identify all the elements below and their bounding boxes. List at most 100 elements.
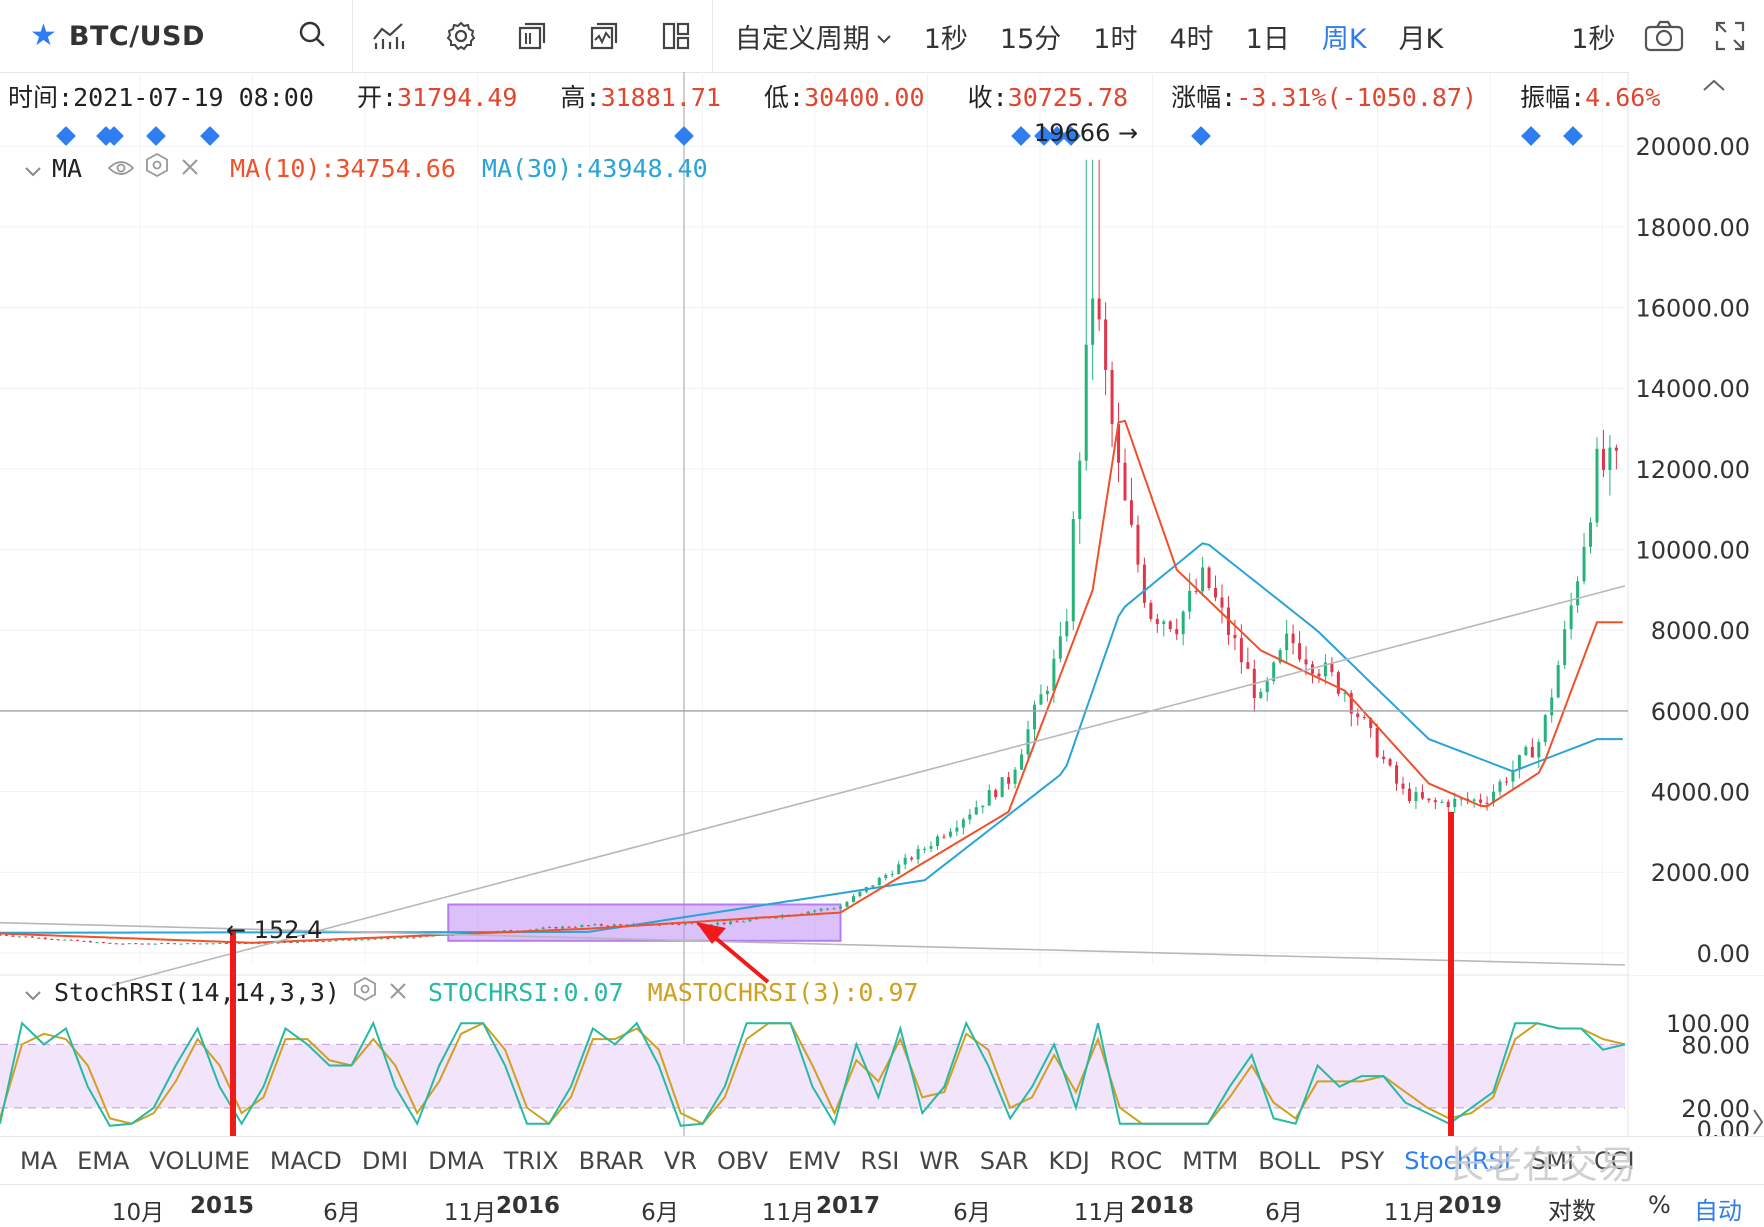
collapse-icon[interactable] [24, 154, 42, 183]
indicator-tab-ma[interactable]: MA [20, 1147, 58, 1175]
indicator-tab-roc[interactable]: ROC [1109, 1147, 1163, 1175]
indicator-tab-trix[interactable]: TRIX [503, 1147, 559, 1175]
indicator-tab-smi[interactable]: SMI [1531, 1147, 1575, 1175]
candle-body [606, 925, 610, 927]
candle-body [961, 819, 965, 828]
layout-icon[interactable] [640, 0, 712, 72]
date-tick-month: 11月 [443, 1200, 497, 1226]
candle-body [1343, 693, 1347, 695]
candle-body [548, 927, 552, 929]
star-icon[interactable]: ★ [30, 18, 57, 53]
candle-body [974, 807, 978, 815]
custom-period-dropdown[interactable]: 自定义周期 [713, 0, 908, 72]
candle-body [192, 943, 196, 945]
period-15m[interactable]: 15分 [999, 23, 1062, 55]
candle-body [994, 790, 998, 798]
ma-name: MA [52, 153, 83, 183]
candle-body [1104, 319, 1108, 370]
candle-body [1129, 500, 1133, 525]
indicator-tab-sar[interactable]: SAR [979, 1147, 1029, 1175]
candle-body [1045, 690, 1049, 695]
collapse-icon[interactable] [24, 978, 42, 1007]
candle-body [179, 943, 183, 945]
indicator-tab-vr[interactable]: VR [663, 1147, 697, 1175]
price-tick-label: 2000.00 [1651, 859, 1750, 887]
close-icon[interactable] [180, 154, 200, 183]
indicator-tab-psy[interactable]: PSY [1339, 1147, 1385, 1175]
replay-speed[interactable]: 1秒 [1571, 23, 1616, 55]
candle-body [1453, 798, 1457, 808]
candle-body [127, 943, 131, 945]
fullscreen-icon[interactable] [1696, 0, 1764, 72]
indicator-tab-cci[interactable]: CCI [1594, 1147, 1635, 1175]
date-tick-year: 2016 [495, 1193, 561, 1219]
template-icon[interactable] [497, 0, 569, 72]
candle-body [4, 934, 8, 936]
indicator-tab-ema[interactable]: EMA [77, 1147, 130, 1175]
indicator-tab-wr[interactable]: WR [919, 1147, 960, 1175]
candle-body [302, 941, 306, 943]
close-label: 收: [967, 83, 1008, 112]
period-week[interactable]: 周K [1321, 23, 1367, 55]
period-1h[interactable]: 1时 [1093, 23, 1138, 55]
indicator-icon[interactable] [353, 0, 425, 72]
log-scale-toggle[interactable]: 对数 [1548, 1197, 1596, 1225]
candle-body [334, 940, 338, 942]
candle-body [716, 922, 720, 925]
stochrsi-tick-label: 0.00 [1697, 1116, 1750, 1136]
candle-body [1298, 643, 1302, 660]
candle-body [1000, 777, 1004, 798]
date-axis: 10月 2015 6月 11月 2016 6月 11月 2017 6月 11月 2018 6月 11月 2… [0, 1184, 1764, 1227]
candle-body [1007, 777, 1011, 784]
candle-body [166, 943, 170, 945]
percent-scale-toggle[interactable]: % [1648, 1191, 1671, 1219]
price-axis-bg [1629, 72, 1764, 975]
indicator-tab-brar[interactable]: BRAR [578, 1147, 644, 1175]
candle-body [690, 923, 694, 925]
candle-body [1479, 799, 1483, 803]
candle-body [399, 937, 403, 939]
settings-icon[interactable] [425, 0, 497, 72]
indicator-tab-emv[interactable]: EMV [788, 1147, 841, 1175]
indicator-tab-boll[interactable]: BOLL [1258, 1147, 1320, 1175]
candle-body [1265, 681, 1269, 692]
candle-body [205, 943, 209, 945]
indicator-tab-kdj[interactable]: KDJ [1048, 1147, 1090, 1175]
settings-icon[interactable] [354, 976, 376, 1007]
auto-scale-toggle[interactable]: 自动 [1694, 1197, 1742, 1225]
candle-body [1291, 633, 1295, 644]
price-chart[interactable]: 0.00 2000.00 4000.00 6000.00 8000.00 10000.00… [0, 0, 1764, 1136]
indicator-tab-volume[interactable]: VOLUME [149, 1147, 250, 1175]
symbol-selector[interactable]: ★ BTC/USD [0, 0, 352, 72]
candle-body [1278, 650, 1282, 663]
candle-body [1589, 522, 1593, 547]
indicator-tab-obv[interactable]: OBV [716, 1147, 769, 1175]
period-1d[interactable]: 1日 [1245, 23, 1290, 55]
indicator-tab-macd[interactable]: MACD [269, 1147, 342, 1175]
chevron-up-icon [1703, 79, 1725, 91]
candle-body [1446, 801, 1450, 808]
toolbar-divider [352, 0, 353, 72]
camera-icon[interactable] [1631, 0, 1695, 72]
eye-icon[interactable] [107, 154, 135, 183]
candle-body [1356, 713, 1360, 718]
candle-body [1537, 742, 1541, 758]
date-tick-year: 2015 [189, 1193, 255, 1219]
indicator-tab-rsi[interactable]: RSI [860, 1147, 900, 1175]
search-icon[interactable] [298, 20, 326, 52]
indicator-tab-dma[interactable]: DMA [428, 1147, 484, 1175]
peak-label: 19666 → [1034, 119, 1138, 147]
period-1s[interactable]: 1秒 [923, 23, 968, 55]
candle-body [1524, 746, 1528, 756]
indicator-tab-dmi[interactable]: DMI [361, 1147, 409, 1175]
indicator-tab-stochrsi[interactable]: StochRSI [1404, 1147, 1511, 1175]
compare-icon[interactable] [568, 0, 640, 72]
close-icon[interactable] [388, 978, 408, 1007]
settings-icon[interactable] [146, 152, 169, 183]
candles [0, 159, 1618, 945]
event-marker-icon [1034, 126, 1054, 146]
candle-body [981, 805, 985, 808]
period-month[interactable]: 月K [1398, 23, 1444, 55]
indicator-tab-mtm[interactable]: MTM [1182, 1147, 1239, 1175]
period-4h[interactable]: 4时 [1169, 23, 1214, 55]
